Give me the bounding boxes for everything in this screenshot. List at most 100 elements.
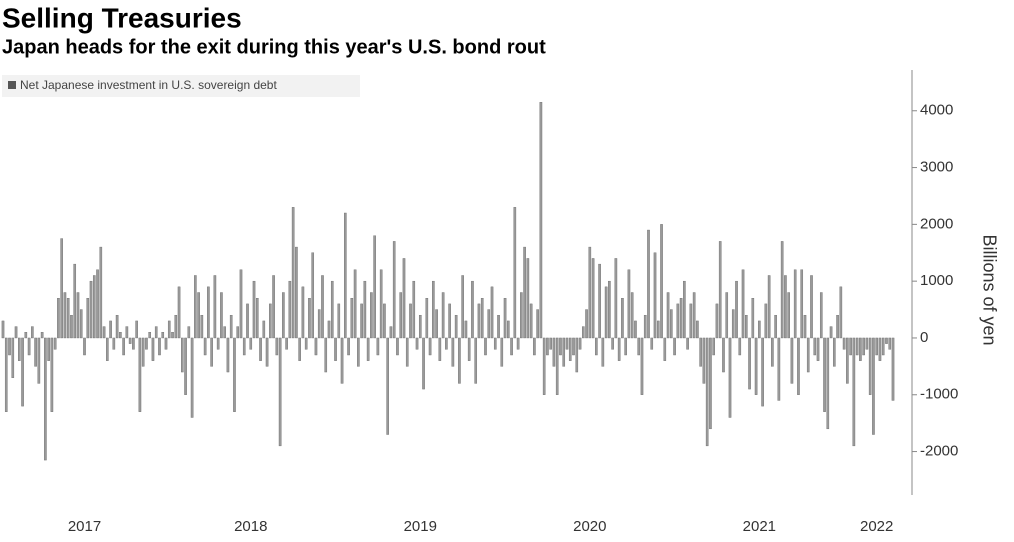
bar: [738, 337, 742, 356]
bar: [692, 292, 696, 339]
bar: [301, 286, 305, 339]
bar: [4, 337, 8, 412]
bar: [158, 337, 161, 356]
bar: [588, 246, 592, 339]
bar: [581, 326, 585, 339]
bar: [513, 207, 517, 339]
bar: [350, 298, 354, 339]
bar: [282, 292, 285, 339]
bar: [493, 337, 497, 350]
bar: [386, 337, 389, 435]
bar: [885, 337, 888, 344]
bar: [595, 337, 598, 356]
bar: [399, 292, 403, 339]
bar: [376, 337, 380, 356]
bar: [712, 337, 715, 356]
bar: [148, 332, 152, 339]
bar: [27, 337, 31, 356]
bar: [314, 337, 318, 356]
bar: [73, 263, 77, 339]
bar: [598, 263, 601, 339]
bar: [601, 337, 605, 367]
bar: [640, 337, 644, 395]
bar: [826, 337, 830, 430]
bar: [686, 337, 689, 350]
bar: [578, 337, 582, 350]
bar: [18, 337, 21, 361]
bar: [663, 337, 667, 361]
bar: [679, 298, 683, 339]
bar: [467, 337, 471, 361]
bar: [608, 280, 611, 339]
bar: [705, 337, 709, 447]
bar: [79, 309, 83, 339]
bar: [572, 337, 575, 356]
x-tick-label: 2019: [404, 518, 437, 535]
bar: [340, 337, 344, 384]
y-axis-title: Billions of yen: [979, 234, 999, 345]
bar: [846, 337, 849, 384]
y-tick-label: 2000: [920, 215, 953, 232]
bar: [464, 320, 468, 339]
bar: [529, 303, 533, 339]
bar: [181, 337, 184, 373]
bar: [14, 326, 18, 339]
bar: [585, 309, 588, 339]
bar: [154, 326, 158, 339]
bar: [285, 337, 288, 350]
bar: [11, 337, 15, 378]
bar: [412, 280, 416, 339]
bar: [565, 337, 569, 350]
bar: [161, 332, 165, 339]
bar: [849, 337, 852, 356]
bar: [409, 303, 412, 339]
bar: [171, 332, 174, 339]
bar: [66, 298, 70, 339]
y-tick-label: -1000: [920, 386, 958, 403]
bar: [291, 207, 295, 339]
bar: [670, 309, 673, 339]
bar: [855, 337, 859, 356]
bar: [99, 246, 103, 339]
bar: [500, 337, 504, 367]
bar: [216, 337, 220, 350]
bar: [138, 337, 142, 412]
bar: [650, 337, 654, 350]
bar: [497, 315, 500, 339]
bar: [76, 292, 80, 339]
bar: [829, 326, 833, 339]
bar: [295, 246, 298, 339]
bar: [255, 298, 259, 339]
bar: [666, 292, 670, 339]
bar: [816, 337, 820, 361]
bar: [797, 337, 800, 395]
bar: [330, 280, 334, 339]
bar: [510, 337, 513, 356]
x-tick-label: 2021: [743, 518, 776, 535]
bar: [89, 280, 93, 339]
bar: [236, 326, 240, 339]
bar: [784, 275, 787, 339]
bar: [445, 337, 448, 350]
bar: [308, 298, 311, 339]
chart-subtitle: Japan heads for the exit during this yea…: [2, 36, 546, 58]
bar: [269, 303, 272, 339]
bar: [484, 337, 487, 356]
bar: [842, 337, 846, 350]
bar: [630, 292, 634, 339]
bar: [128, 337, 132, 344]
bar: [223, 326, 226, 339]
bar: [366, 337, 370, 361]
bar: [810, 275, 813, 339]
bar: [624, 337, 627, 356]
bar: [656, 320, 660, 339]
bar: [852, 337, 856, 447]
bar: [275, 337, 279, 356]
bar: [190, 337, 194, 418]
bar: [559, 337, 562, 356]
bar: [637, 337, 641, 356]
bar: [634, 320, 637, 339]
bar: [767, 275, 771, 339]
bar: [891, 337, 895, 401]
